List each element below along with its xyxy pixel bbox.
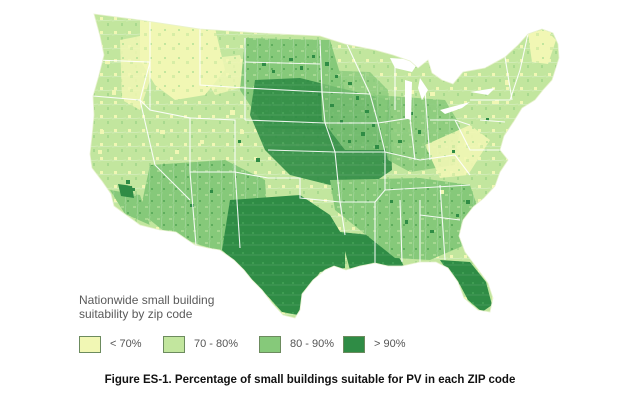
legend-label-80-90: 80 - 90% [290, 338, 335, 350]
legend-swatch-70-80 [163, 335, 185, 353]
map-fill-group [90, 14, 559, 318]
legend-swatch-lt70 [79, 335, 101, 353]
zip-dots-gt90 [126, 55, 489, 233]
region-gulf-coast-gt90 [340, 232, 405, 270]
legend-swatch-gt90 [343, 335, 365, 353]
zip-dots-lt70 [98, 60, 509, 194]
figure-caption: Figure ES-1. Percentage of small buildin… [104, 374, 516, 386]
legend-item-80-90: 80 - 90% [259, 335, 334, 353]
legend-swatch-80-90 [259, 335, 281, 353]
legend-label-gt90: > 90% [374, 338, 406, 350]
legend-title-line1: Nationwide small building [79, 293, 215, 307]
legend-item-lt70: < 70% [79, 335, 142, 353]
legend-items: < 70% 70 - 80% 80 - 90% > 90% [79, 335, 439, 355]
legend: Nationwide small building suitability by… [79, 293, 439, 355]
region-maine-lt70 [528, 29, 556, 64]
region-iowa-mixed-80-90 [320, 70, 388, 150]
legend-label-70-80: 70 - 80% [194, 338, 239, 350]
great-lakes [390, 58, 495, 120]
legend-label-lt70: < 70% [110, 338, 142, 350]
us-outline [89, 13, 560, 319]
legend-item-70-80: 70 - 80% [163, 335, 238, 353]
region-florida-gt90 [440, 260, 492, 312]
region-montana-patches-lt70 [195, 55, 250, 95]
region-texas-gt90 [222, 195, 345, 315]
region-southeast-80-90 [330, 178, 480, 260]
legend-item-gt90: > 90% [343, 335, 406, 353]
region-appalachia-lt70 [425, 125, 490, 178]
region-southern-california-80-90 [110, 190, 150, 225]
legend-title: Nationwide small building suitability by… [79, 293, 249, 321]
legend-title-line2: suitability by zip code [79, 307, 193, 321]
region-northern-rockies-lt70 [140, 20, 225, 100]
region-socal-gt90-patch [118, 184, 134, 198]
state-boundaries [92, 20, 529, 263]
